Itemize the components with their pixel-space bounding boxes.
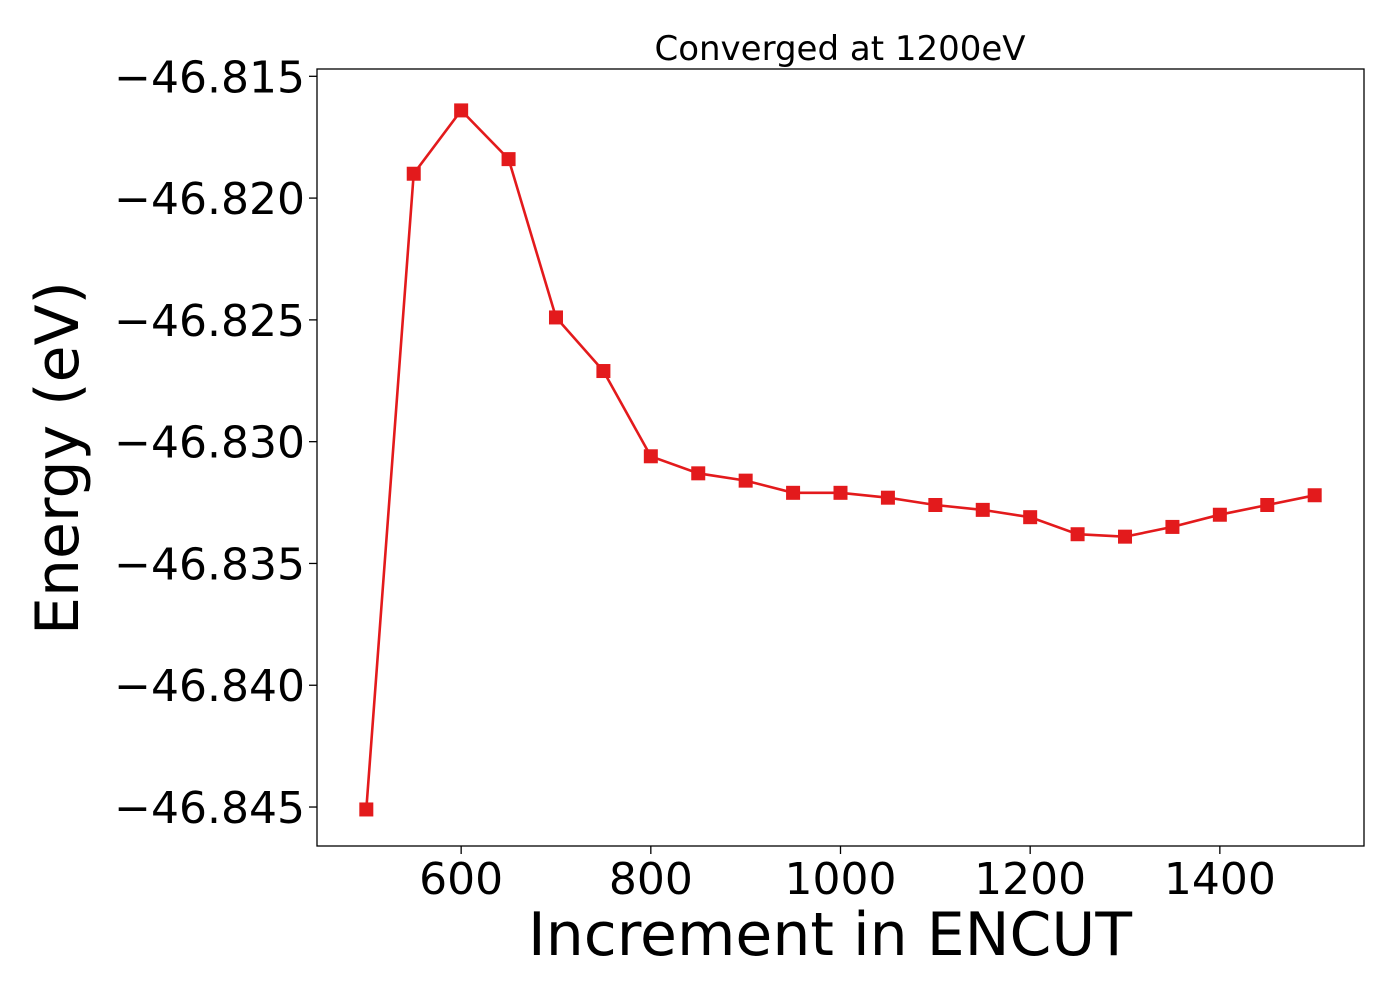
y-tick-label: −46.825 <box>114 296 305 347</box>
data-point <box>596 364 611 379</box>
y-tick-label: −46.835 <box>114 539 305 590</box>
data-point <box>975 502 990 517</box>
data-point <box>1023 510 1038 525</box>
data-point <box>406 166 421 181</box>
plot-area <box>359 103 1322 817</box>
x-tick-label: 800 <box>609 854 693 905</box>
y-tick-label: −46.845 <box>114 783 305 834</box>
data-point <box>548 310 563 325</box>
x-tick-label: 1400 <box>1164 854 1276 905</box>
data-point <box>786 485 801 500</box>
data-point <box>1165 519 1180 534</box>
plot-frame <box>316 68 1365 847</box>
x-axis-label: Increment in ENCUT <box>528 900 1132 970</box>
data-point <box>691 466 706 481</box>
y-tick-label: −46.830 <box>114 418 305 469</box>
data-point <box>1070 527 1085 542</box>
y-tick-label: −46.820 <box>114 174 305 225</box>
y-axis-label: Energy (eV) <box>23 281 93 635</box>
data-point <box>880 490 895 505</box>
data-point <box>643 449 658 464</box>
y-tick-label: −46.815 <box>114 52 305 103</box>
y-axis: −46.815 −46.820 −46.825 −46.830 −46.835 −46.8… <box>114 52 317 834</box>
x-tick-label: 1200 <box>974 854 1086 905</box>
x-tick-label: 1000 <box>785 854 897 905</box>
data-point <box>833 485 848 500</box>
data-point <box>359 802 374 817</box>
data-point <box>501 152 516 167</box>
x-tick-label: 600 <box>419 854 503 905</box>
x-axis: 600 800 1000 1200 1400 <box>419 846 1276 905</box>
data-point <box>1307 488 1322 503</box>
data-point <box>1260 497 1275 512</box>
data-point <box>1118 529 1133 544</box>
series-line <box>365 108 1315 810</box>
data-point <box>928 497 943 512</box>
y-tick-label: −46.840 <box>114 661 305 712</box>
data-point <box>738 473 753 488</box>
data-point <box>1212 507 1227 522</box>
data-point <box>454 103 469 118</box>
chart-title: Converged at 1200eV <box>654 29 1025 69</box>
